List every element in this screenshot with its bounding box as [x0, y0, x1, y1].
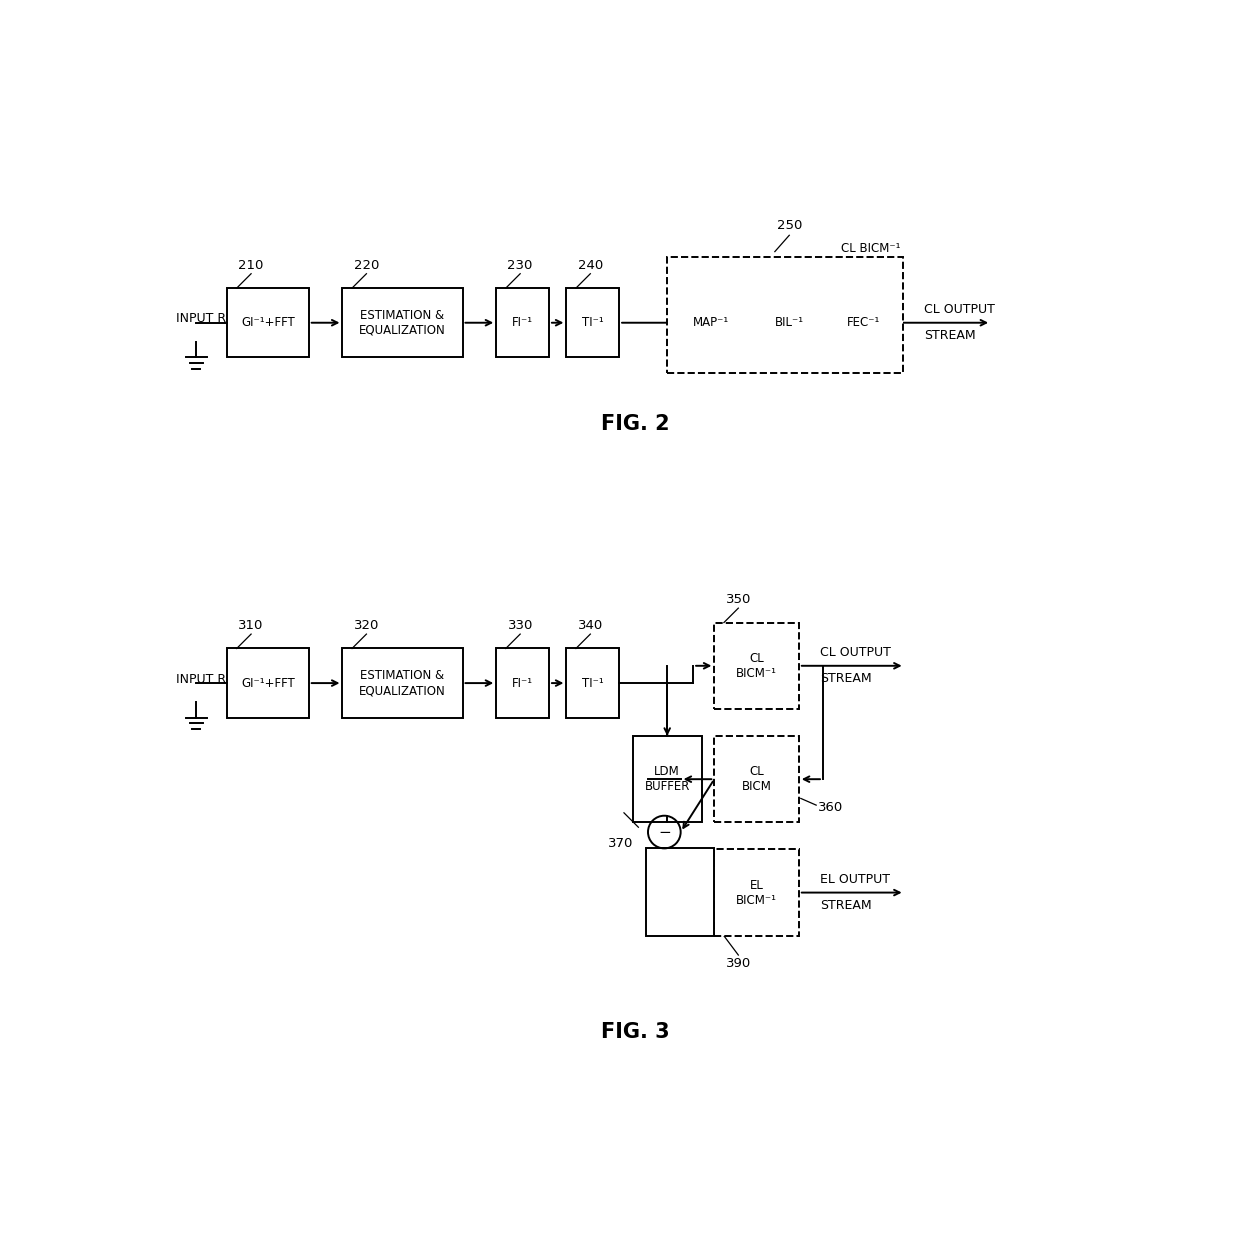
Text: 330: 330: [507, 619, 533, 633]
Text: FI⁻¹: FI⁻¹: [512, 316, 533, 329]
Text: CL OUTPUT: CL OUTPUT: [820, 646, 890, 659]
Text: FIG. 3: FIG. 3: [601, 1022, 670, 1042]
Text: 380: 380: [671, 862, 697, 876]
Text: 370: 370: [608, 837, 634, 850]
Text: −: −: [658, 825, 671, 840]
Bar: [227, 649, 309, 718]
Bar: [714, 623, 799, 709]
Text: 250: 250: [776, 220, 802, 232]
Text: INPUT RF: INPUT RF: [176, 673, 233, 685]
Text: CL
BICM⁻¹: CL BICM⁻¹: [737, 651, 777, 680]
Text: CL BICM⁻¹: CL BICM⁻¹: [841, 242, 900, 256]
Bar: [760, 288, 818, 357]
Bar: [342, 288, 463, 357]
Text: 350: 350: [725, 593, 751, 607]
Bar: [567, 288, 619, 357]
Text: FIG. 2: FIG. 2: [601, 413, 670, 433]
Text: 320: 320: [353, 619, 379, 633]
Text: BIL⁻¹: BIL⁻¹: [775, 316, 804, 329]
Bar: [227, 288, 309, 357]
Text: 340: 340: [578, 619, 603, 633]
Text: INPUT RF: INPUT RF: [176, 312, 233, 326]
Text: ESTIMATION &
EQUALIZATION: ESTIMATION & EQUALIZATION: [360, 669, 446, 698]
Text: 310: 310: [238, 619, 264, 633]
Bar: [714, 736, 799, 822]
Bar: [567, 649, 619, 718]
Text: CL OUTPUT: CL OUTPUT: [924, 303, 994, 316]
Text: GI⁻¹+FFT: GI⁻¹+FFT: [241, 676, 295, 690]
Bar: [678, 288, 744, 357]
Text: STREAM: STREAM: [820, 899, 872, 911]
Text: CL
BICM: CL BICM: [742, 765, 771, 794]
Text: TI⁻¹: TI⁻¹: [582, 316, 604, 329]
Text: LDM
BUFFER: LDM BUFFER: [645, 765, 689, 794]
Bar: [632, 736, 702, 822]
Bar: [496, 649, 549, 718]
Text: FEC⁻¹: FEC⁻¹: [847, 316, 880, 329]
Text: 240: 240: [578, 258, 603, 272]
Text: 210: 210: [238, 258, 264, 272]
Text: TI⁻¹: TI⁻¹: [582, 676, 604, 690]
Bar: [667, 257, 903, 373]
Text: GI⁻¹+FFT: GI⁻¹+FFT: [241, 316, 295, 329]
Text: STREAM: STREAM: [820, 671, 872, 685]
Text: 390: 390: [725, 957, 751, 970]
Text: 230: 230: [507, 258, 533, 272]
Bar: [835, 288, 892, 357]
Text: 360: 360: [818, 800, 843, 814]
Text: MAP⁻¹: MAP⁻¹: [693, 316, 729, 329]
Bar: [714, 850, 799, 936]
Bar: [342, 649, 463, 718]
Text: EL OUTPUT: EL OUTPUT: [820, 872, 890, 886]
Text: ESTIMATION &
EQUALIZATION: ESTIMATION & EQUALIZATION: [360, 308, 446, 337]
Bar: [646, 849, 714, 936]
Text: EL
BICM⁻¹: EL BICM⁻¹: [737, 879, 777, 906]
Text: FI⁻¹: FI⁻¹: [512, 676, 533, 690]
Bar: [496, 288, 549, 357]
Text: STREAM: STREAM: [924, 328, 976, 342]
Text: 220: 220: [353, 258, 379, 272]
